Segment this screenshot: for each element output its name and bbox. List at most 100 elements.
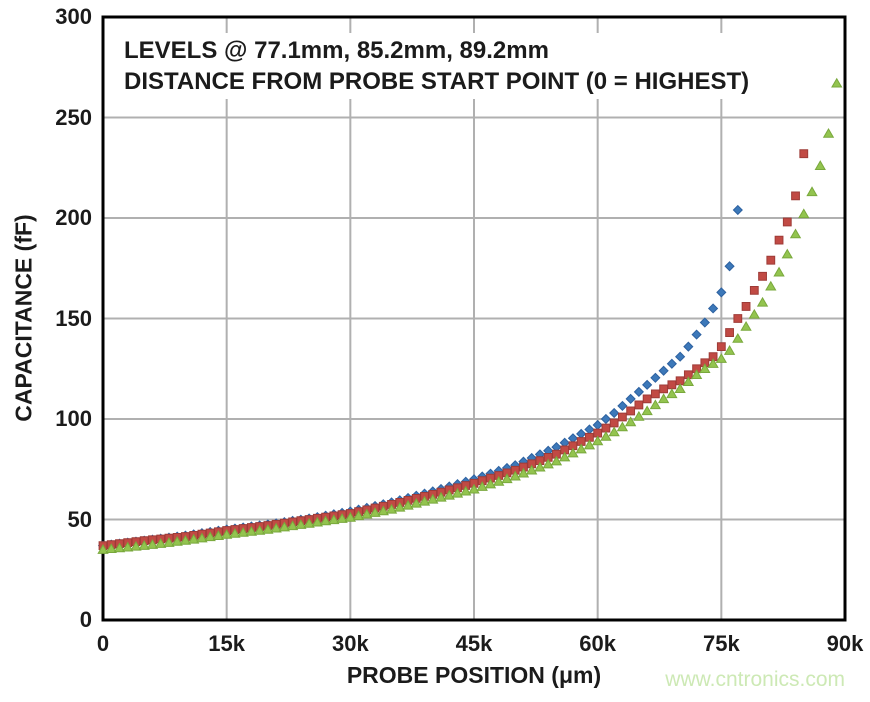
square-marker [782,217,792,227]
triangle-marker [204,531,216,542]
triangle-marker [130,540,142,551]
square-marker [791,191,800,201]
triangle-marker [352,510,365,521]
triangle-marker [715,353,727,363]
square-marker [453,483,462,493]
diamond-marker [683,341,694,352]
triangle-marker [188,533,200,544]
diamond-marker [633,386,644,397]
triangle-marker [212,530,225,540]
diamond-marker [732,204,743,216]
triangle-marker [402,499,414,510]
triangle-marker [361,508,373,519]
triangle-marker [559,451,571,462]
square-marker [741,302,751,311]
square-marker [494,471,504,480]
triangle-marker [311,516,324,527]
triangle-marker [674,383,686,394]
triangle-marker [707,358,719,368]
square-marker [609,418,619,428]
triangle-marker [542,458,554,469]
triangle-marker [278,521,291,532]
triangle-marker [451,487,464,498]
triangle-marker [155,538,167,548]
triangle-marker [756,296,769,307]
triangle-marker [385,503,398,514]
square-marker [634,400,644,410]
triangle-marker [369,507,381,517]
diamond-marker [642,379,653,390]
series-square [98,149,809,551]
square-marker [527,459,537,469]
square-marker [535,456,545,466]
triangle-marker [303,517,315,528]
square-marker [568,441,578,451]
square-marker [766,255,776,265]
square-marker [576,437,586,446]
triangle-marker [427,493,439,504]
x-tick-label: 45k [455,631,493,656]
triangle-marker [575,443,587,454]
square-marker [799,149,809,159]
triangle-marker [641,405,653,416]
triangle-marker [534,461,546,472]
diamond-marker [617,400,628,412]
triangle-marker [196,532,208,543]
diamond-marker [699,317,710,328]
triangle-marker [270,522,282,533]
square-marker [708,352,718,362]
triangle-marker [798,208,810,219]
triangle-marker [221,528,233,539]
triangle-marker [344,511,356,522]
annotation-line-distance: DISTANCE FROM PROBE START POINT (0 = HIG… [124,68,750,95]
triangle-marker [624,416,637,427]
diamond-marker [576,428,587,439]
square-marker [650,389,660,399]
square-marker [461,481,471,490]
square-marker [552,449,561,459]
y-tick-label: 150 [55,305,92,331]
triangle-marker [253,524,266,535]
square-marker [626,406,636,416]
triangle-marker [748,308,760,319]
square-marker [716,342,726,352]
triangle-marker [138,540,150,550]
triangle-marker [229,527,241,538]
triangle-marker [616,421,629,432]
square-marker [774,235,784,245]
triangle-marker [336,513,348,523]
triangle-marker [237,526,249,537]
triangle-marker [608,426,620,437]
square-marker [593,428,603,438]
triangle-marker [633,410,645,421]
triangle-marker [319,515,332,526]
x-axis-title: PROBE POSITION (μm) [346,662,602,688]
triangle-marker [831,77,843,88]
square-marker [585,432,594,442]
diamond-marker [600,413,612,425]
triangle-marker [460,485,472,496]
diamond-marker [650,372,661,383]
square-marker [642,394,652,404]
plot-annotation: LEVELS @ 77.1mm, 85.2mm, 89.2mm DISTANCE… [121,33,755,99]
triangle-marker [295,519,307,529]
plot-border [101,15,847,622]
y-tick-label: 50 [67,506,92,532]
triangle-marker [286,520,299,531]
triangle-marker [146,539,159,549]
x-tick-label: 0 [96,631,110,656]
square-marker [560,445,570,455]
diamond-marker [584,424,595,435]
triangle-marker [600,430,612,441]
series-triangle [97,77,843,554]
diamond-marker [625,393,636,405]
triangle-marker [781,248,793,259]
triangle-marker [509,470,521,481]
triangle-marker [105,543,117,554]
square-marker [667,380,677,390]
square-marker [749,285,759,295]
triangle-marker [262,523,274,534]
square-marker [477,476,487,486]
square-marker [486,473,495,483]
